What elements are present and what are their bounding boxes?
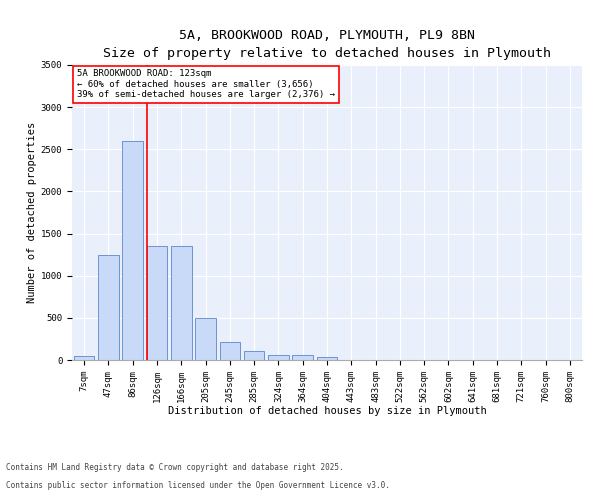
Bar xyxy=(98,256,119,360)
Bar xyxy=(292,356,313,360)
Bar xyxy=(244,350,265,360)
Text: Contains public sector information licensed under the Open Government Licence v3: Contains public sector information licen… xyxy=(6,481,390,490)
Text: Contains HM Land Registry data © Crown copyright and database right 2025.: Contains HM Land Registry data © Crown c… xyxy=(6,464,344,472)
Bar xyxy=(171,246,191,360)
Bar xyxy=(317,357,337,360)
Bar xyxy=(122,141,143,360)
Bar xyxy=(195,318,216,360)
Text: 5A BROOKWOOD ROAD: 123sqm
← 60% of detached houses are smaller (3,656)
39% of se: 5A BROOKWOOD ROAD: 123sqm ← 60% of detac… xyxy=(77,70,335,99)
Bar xyxy=(220,342,240,360)
Bar xyxy=(146,246,167,360)
Y-axis label: Number of detached properties: Number of detached properties xyxy=(26,122,37,303)
Bar xyxy=(268,355,289,360)
Bar xyxy=(74,356,94,360)
X-axis label: Distribution of detached houses by size in Plymouth: Distribution of detached houses by size … xyxy=(167,406,487,416)
Title: 5A, BROOKWOOD ROAD, PLYMOUTH, PL9 8BN
Size of property relative to detached hous: 5A, BROOKWOOD ROAD, PLYMOUTH, PL9 8BN Si… xyxy=(103,28,551,60)
